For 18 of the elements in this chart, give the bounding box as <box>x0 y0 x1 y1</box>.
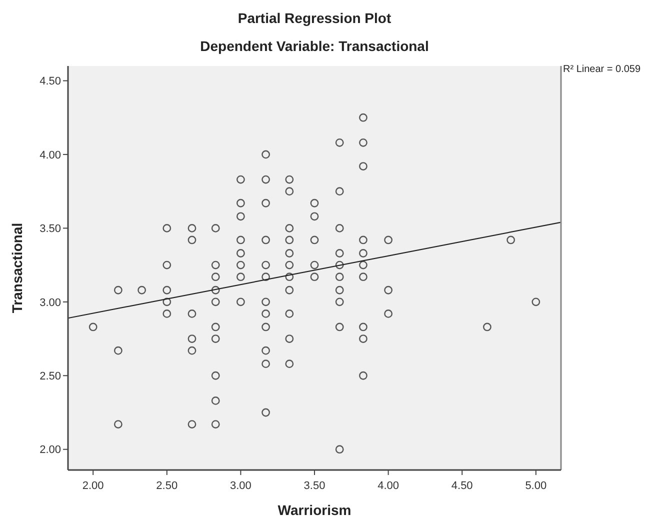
chart-title: Partial Regression Plot <box>238 10 392 26</box>
x-tick-label: 4.00 <box>378 480 400 492</box>
text: R² Linear = 0.059 <box>563 64 641 75</box>
y-tick-label: 4.00 <box>40 149 61 162</box>
x-tick-label: 2.50 <box>156 480 178 492</box>
y-tick-label: 4.50 <box>40 76 61 88</box>
x-tick-label: 2.00 <box>82 480 104 492</box>
x-tick-label: 5.00 <box>525 480 547 492</box>
y-axis-title: Transactional <box>9 222 25 314</box>
x-tick-label: 4.50 <box>451 480 473 492</box>
chart-subtitle: Dependent Variable: Transactional <box>200 38 429 54</box>
x-tick-label: 3.00 <box>230 480 252 492</box>
x-axis-title: Warriorism <box>278 502 352 518</box>
x-tick-label: 3.50 <box>304 480 326 492</box>
y-tick-label: 2.00 <box>40 444 61 456</box>
y-tick-label: 3.50 <box>40 223 61 236</box>
y-tick-label: 3.00 <box>40 296 61 309</box>
y-tick-label: 2.50 <box>40 370 61 382</box>
